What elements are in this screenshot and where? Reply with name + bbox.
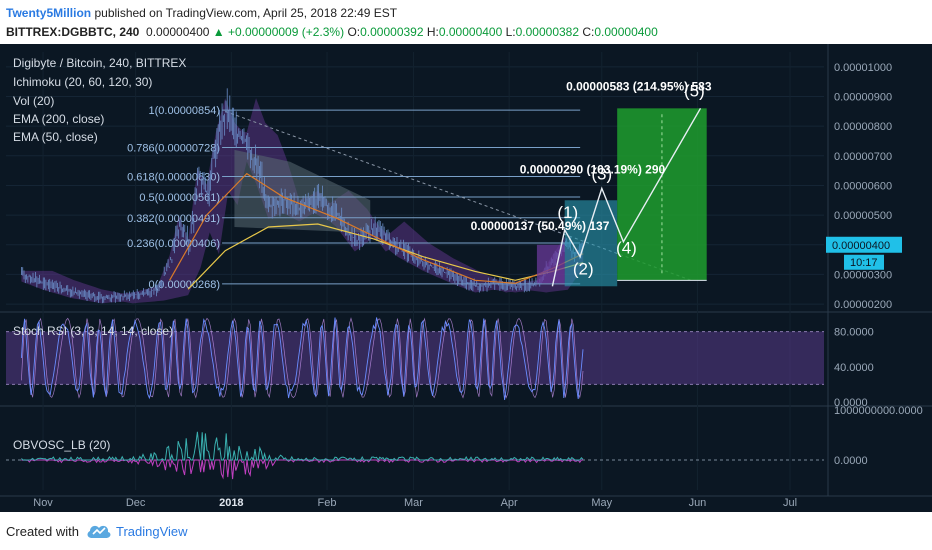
price-tick-label: 0.00000200 xyxy=(834,299,892,311)
price-tick-label: 0.00000800 xyxy=(834,121,892,133)
low-value: 0.00000382 xyxy=(515,25,580,39)
ema50-line xyxy=(169,172,584,284)
price-tick-label: 0.00001000 xyxy=(834,62,892,74)
time-tick-label: Apr xyxy=(501,497,518,509)
wave3-box xyxy=(564,200,618,287)
obv-tick-label: 0.0000 xyxy=(834,455,868,467)
wave-label: (3) xyxy=(591,165,612,184)
stoch-d-line xyxy=(21,317,584,399)
time-tick-label: Feb xyxy=(318,497,337,509)
publish-line: Twenty5Million published on TradingView.… xyxy=(6,6,397,20)
time-tick-label: Jun xyxy=(689,497,707,509)
change-value: ▲ +0.00000009 (+2.3%) xyxy=(212,25,345,39)
chart-footer: Created with TradingView xyxy=(0,512,932,550)
projection-label: 0.00000583 (214.95%) 583 xyxy=(566,80,712,94)
fib-level-label: 0(0.00000268) xyxy=(149,279,221,291)
chart-header: Twenty5Million published on TradingView.… xyxy=(0,0,932,44)
fib-level-label: 0.786(0.00000728) xyxy=(127,142,220,154)
price-tick-label: 0.00000700 xyxy=(834,151,892,163)
obv-positive-line xyxy=(21,431,584,462)
trendline xyxy=(224,110,692,281)
time-tick-label: Mar xyxy=(404,497,423,509)
fib-level-label: 0.5(0.00000561) xyxy=(139,192,220,204)
obv-tick-label: 1000000000.0000 xyxy=(834,405,923,417)
published-text: published on TradingView.com, April 25, … xyxy=(94,6,398,20)
obv-negative-line xyxy=(21,458,583,480)
close-value: 0.00000400 xyxy=(594,25,658,39)
price-tick-label: 0.00000900 xyxy=(834,91,892,103)
countdown-label: 10:17 xyxy=(850,257,878,269)
wave-label: (5) xyxy=(684,81,705,100)
volume-profile-shade xyxy=(234,149,371,233)
time-tick-label: May xyxy=(591,497,612,509)
stoch-band xyxy=(6,331,824,385)
indicator-ema200[interactable]: EMA (200, close) xyxy=(13,112,105,126)
fib-level-label: 0.618(0.00000630) xyxy=(127,172,220,184)
stoch-rsi-label[interactable]: Stoch RSI (3, 3, 14, 14, close) xyxy=(13,324,174,338)
stoch-tick-label: 80.0000 xyxy=(834,327,874,339)
projection-label: 0.00000290 (103.19%) 290 xyxy=(520,163,666,177)
fib-level-label: 1(0.00000854) xyxy=(149,105,221,117)
tradingview-brand[interactable]: TradingView xyxy=(116,524,188,539)
last-price-tag: 0.00000400 xyxy=(832,240,890,252)
author-link[interactable]: Twenty5Million xyxy=(6,6,92,20)
stoch-tick-label: 40.0000 xyxy=(834,362,874,374)
open-label: O: xyxy=(347,25,361,39)
wave-label: (4) xyxy=(616,239,637,258)
obv-osc-label[interactable]: OBVOSC_LB (20) xyxy=(13,438,111,452)
symbol-name: BITTREX:DGBBTC, 240 xyxy=(6,25,140,39)
elliott-wave-path xyxy=(551,107,702,287)
indicator-title[interactable]: Digibyte / Bitcoin, 240, BITTREX xyxy=(13,56,187,70)
open-value: 0.00000392 xyxy=(360,25,424,39)
stoch-k-line xyxy=(20,317,584,401)
price-tick-label: 0.00000500 xyxy=(834,210,892,222)
chart-area[interactable]: 1(0.00000854) 0.786(0.00000728) 0.618(0.00… xyxy=(0,44,932,512)
time-tick-label: 2018 xyxy=(219,497,243,509)
tradingview-logo-icon xyxy=(86,522,112,543)
time-tick-label: Jul xyxy=(783,497,797,509)
low-label: L: xyxy=(505,25,516,39)
time-tick-label: Dec xyxy=(126,497,146,509)
stoch-tick-label: 0.0000 xyxy=(834,397,868,409)
close-label: C: xyxy=(582,25,595,39)
wave-label: (2) xyxy=(573,259,594,278)
indicator-ema50[interactable]: EMA (50, close) xyxy=(13,130,98,144)
countdown-bg xyxy=(844,254,884,270)
time-tick-label: Nov xyxy=(33,497,53,509)
indicator-ichimoku[interactable]: Ichimoku (20, 60, 120, 30) xyxy=(13,75,153,89)
last-price: 0.00000400 xyxy=(146,25,210,39)
indicator-volume[interactable]: Vol (20) xyxy=(13,94,55,108)
price-tick-label: 0.00000600 xyxy=(834,180,892,192)
symbol-line: BITTREX:DGBBTC, 240 0.00000400 ▲ +0.0000… xyxy=(6,25,658,39)
created-with-text: Created with xyxy=(6,524,79,539)
price-tick-label: 0.00000300 xyxy=(834,269,892,281)
wave-label: (1) xyxy=(557,203,578,222)
chart-svg[interactable]: 1(0.00000854) 0.786(0.00000728) 0.618(0.00… xyxy=(0,44,932,512)
last-price-tag-bg xyxy=(826,236,902,253)
high-value: 0.00000400 xyxy=(438,25,503,39)
projection-label: 0.00000137 (50.49%) 137 xyxy=(471,219,610,233)
high-label: H: xyxy=(426,25,439,39)
fib-level-label: 0.382(0.00000491) xyxy=(127,213,220,225)
